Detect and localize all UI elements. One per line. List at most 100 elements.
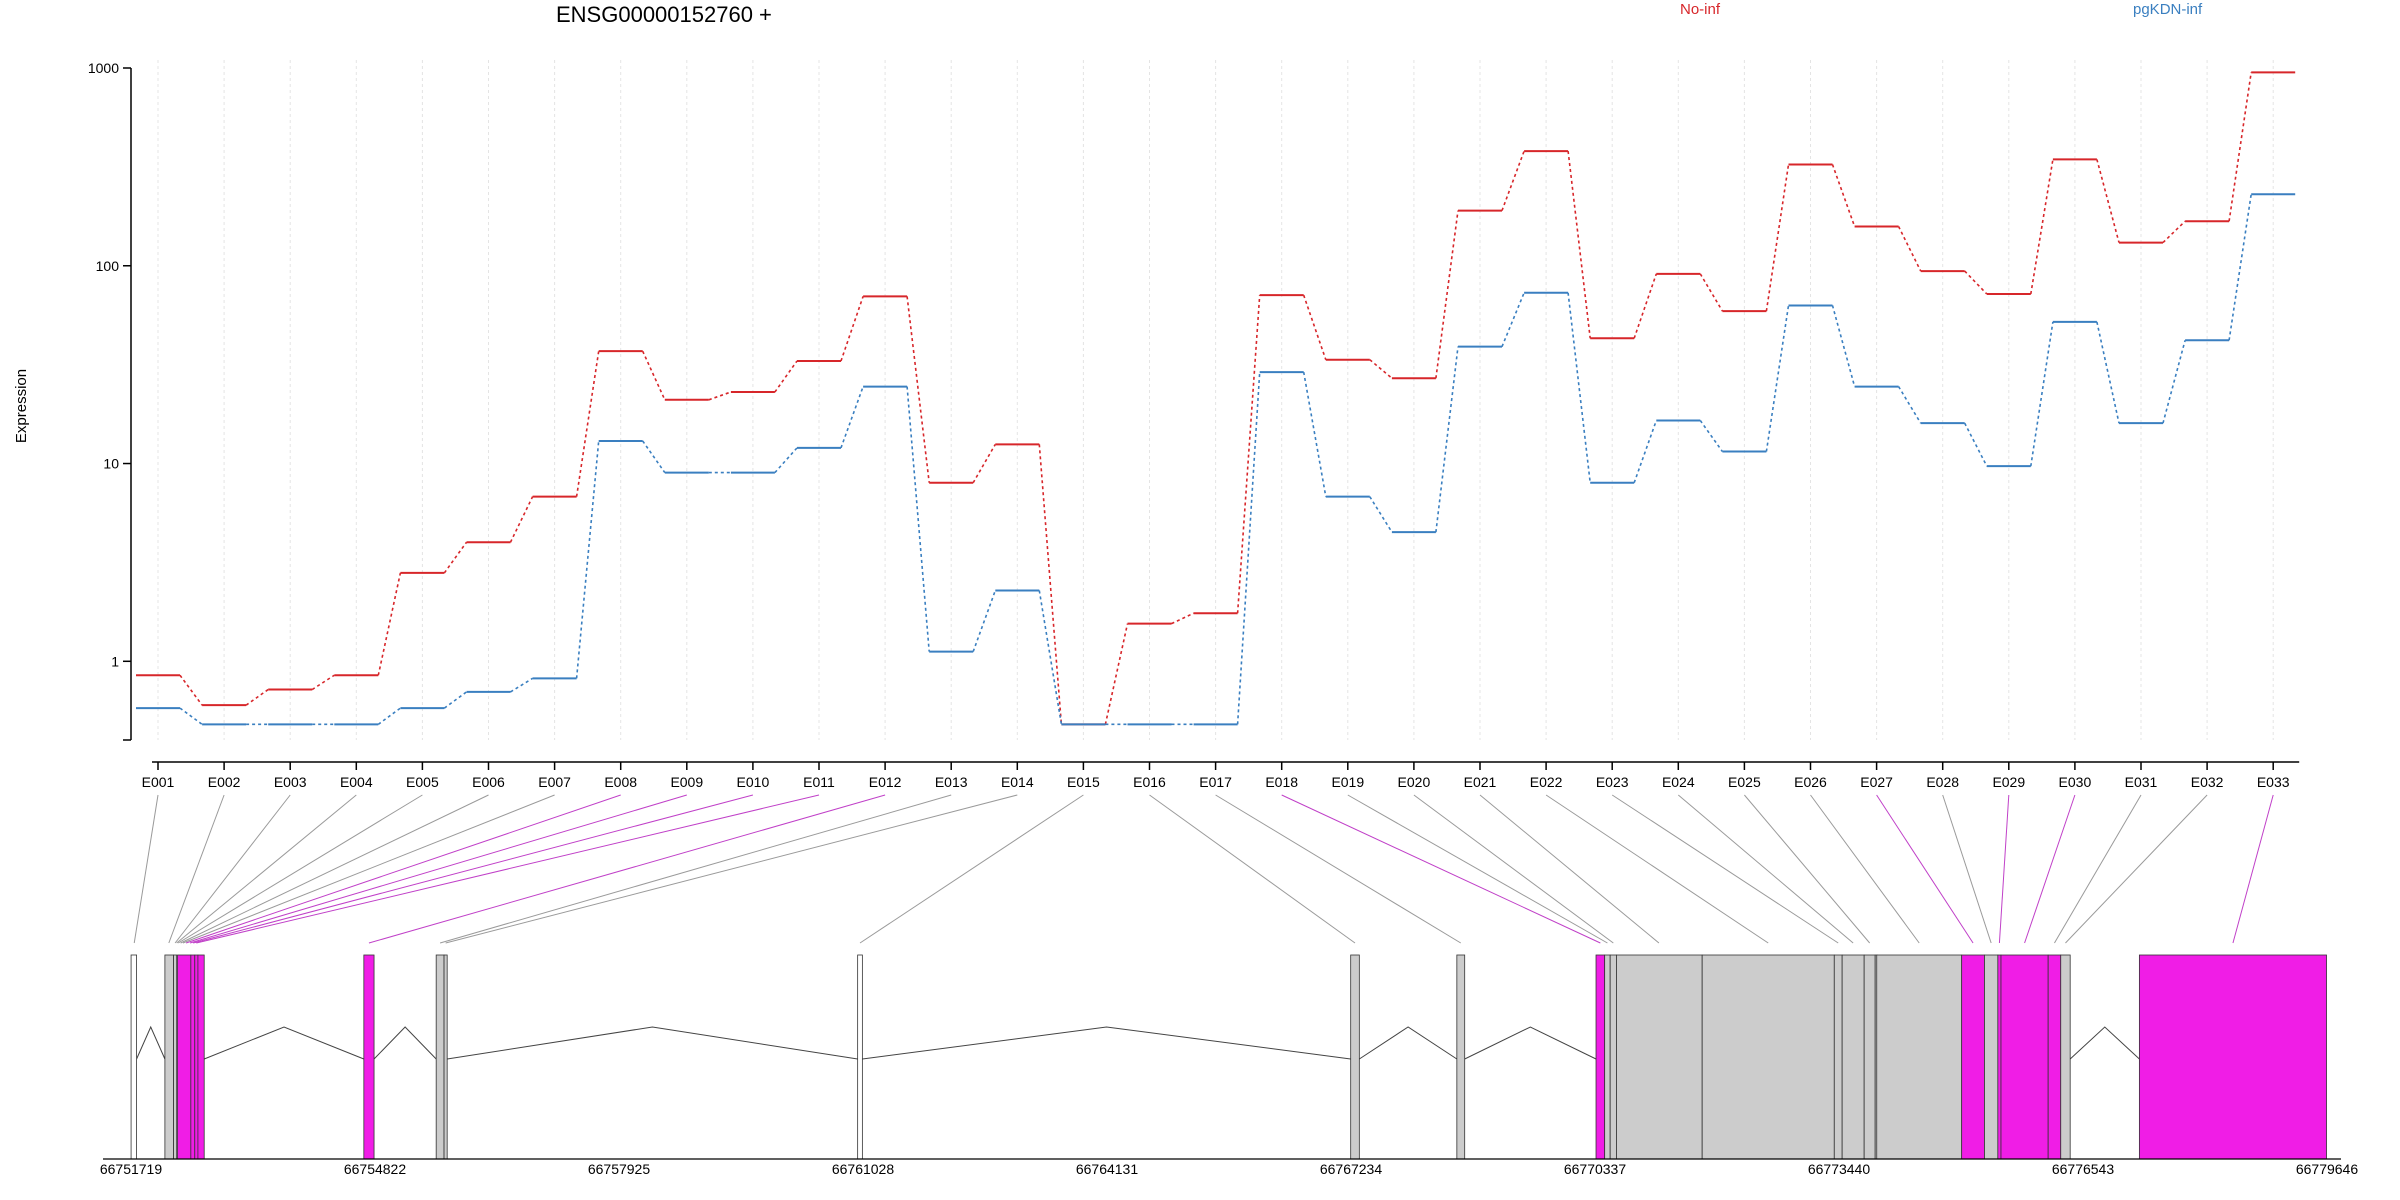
x-tick-label: E017 [1199,774,1232,790]
series-transition [1567,292,1591,483]
exon-connector [168,794,225,944]
x-tick-label: E006 [472,774,505,790]
series-transition [774,360,798,393]
coordinate-label: 66776543 [2052,1161,2115,1177]
exon-connector [2024,794,2076,944]
series-transition [972,590,997,652]
exon-block [1961,954,1985,1160]
exon-connector [1281,794,1601,944]
series-transition [1302,371,1327,497]
intron-line [447,1026,858,1060]
x-tick-label: E027 [1860,774,1893,790]
exon-connector [2232,794,2274,944]
series-transition [1765,305,1790,452]
x-tick-label: E009 [670,774,703,790]
series-transition [1699,420,1724,452]
exon-connector [133,794,159,944]
series-transition [443,541,468,574]
series-transition [1765,164,1790,312]
x-tick-label: E032 [2191,774,2224,790]
series-transition [311,674,335,691]
y-axis-label: Expression [13,369,30,443]
genomic-coordinate-axis: 66751719 66754822 66757925 66761028 66764131… [100,1158,2358,1177]
series-transition [179,707,203,725]
exon-connector [2065,794,2208,944]
vertical-gridlines [157,60,2274,740]
series-transition [2096,159,2120,243]
x-tick-label: E015 [1067,774,1100,790]
series-transition [1501,292,1525,347]
series-transition [1567,151,1591,339]
series-transition [2162,220,2186,244]
exon-connector [174,794,291,944]
x-tick-label: E022 [1530,774,1563,790]
exon-connector [1810,794,1920,944]
x-tick-label: E031 [2125,774,2158,790]
exon-block [1833,954,1843,1160]
coordinate-label: 66764131 [1076,1161,1139,1177]
y-tick-label: 1000 [88,60,119,76]
series-transition [840,386,864,449]
series-transition [1435,346,1459,533]
x-tick-label: E007 [538,774,571,790]
x-tick-label: E019 [1331,774,1364,790]
exon-block [435,954,445,1160]
intron-line [373,1026,437,1060]
chart-title: ENSG00000152760 + [556,2,772,27]
x-tick-label: E021 [1464,774,1497,790]
series-transition [510,677,534,693]
exon-block [164,954,174,1160]
series-transition [774,447,798,474]
series-transition [1435,210,1459,379]
exon-block [1456,954,1466,1160]
exon-connector [445,794,1018,944]
exon-block [2047,954,2062,1160]
x-tick-label: E028 [1926,774,1959,790]
series-transition [2030,159,2054,295]
exon-connector [439,794,952,944]
series-transition [2030,321,2054,467]
series-transition [906,296,930,483]
series-transition [1302,294,1327,360]
exon-connector [368,794,886,944]
y-tick-label: 10 [103,456,119,472]
exon-block [1350,954,1360,1160]
x-tick-label: E004 [340,774,373,790]
exon-connector [1347,794,1608,944]
exon-block [194,954,199,1160]
coordinate-label: 66770337 [1564,1161,1627,1177]
exon-connector [177,794,423,944]
x-tick-label: E030 [2059,774,2092,790]
exon-block [2000,954,2049,1160]
x-tick-label: E005 [406,774,439,790]
x-tick-label: E018 [1265,774,1298,790]
series-transition [1633,420,1658,483]
series-transition [1897,226,1922,272]
x-tick-label: E003 [274,774,307,790]
exon-connector [1413,794,1614,944]
series-transition [641,350,666,401]
series-transition [1963,422,1988,467]
series-transition [1369,496,1393,533]
exon-block [1604,954,1611,1160]
series-transition [1699,273,1724,312]
exon-block [1609,954,1617,1160]
x-tick-label: E024 [1662,774,1695,790]
exon-connector [1942,794,1992,944]
series-transition [1501,150,1525,211]
intron-line [1464,1026,1597,1060]
exon-block [130,954,137,1160]
gene-model [130,954,2327,1160]
exon-connector [859,794,1084,944]
series-transition [1964,270,1988,295]
exon-connector [1545,794,1769,944]
x-tick-label: E025 [1728,774,1761,790]
x-tick-label: E023 [1596,774,1629,790]
exon-connector [1677,794,1854,944]
exon-block [177,954,192,1160]
series-transition [1171,612,1194,625]
coordinate-label: 66767234 [1320,1161,1383,1177]
legend-no-inf: No-inf [1680,1,1721,18]
series-transition [1038,590,1063,725]
y-axis: 1 10 100 1000 [88,60,132,741]
